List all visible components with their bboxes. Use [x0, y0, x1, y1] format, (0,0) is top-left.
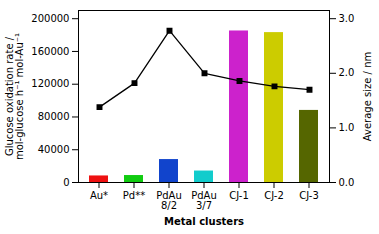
svg-text:Glucose oxidation rate /mol-gl: Glucose oxidation rate /mol-glucose h⁻¹ …: [4, 33, 25, 160]
svg-text:160000: 160000: [31, 46, 69, 57]
svg-text:Metal clusters: Metal clusters: [164, 216, 244, 227]
svg-text:0: 0: [63, 177, 69, 188]
svg-text:PdAu8/2: PdAu8/2: [156, 190, 182, 211]
svg-text:PdAu3/7: PdAu3/7: [191, 190, 217, 211]
svg-text:120000: 120000: [31, 78, 69, 89]
svg-text:3.0: 3.0: [339, 13, 355, 24]
svg-text:Pd**: Pd**: [123, 190, 145, 201]
svg-text:CJ-3: CJ-3: [299, 190, 319, 201]
svg-text:80000: 80000: [38, 111, 70, 122]
svg-text:Au*: Au*: [90, 190, 108, 201]
svg-text:40000: 40000: [38, 144, 70, 155]
svg-text:0.0: 0.0: [339, 177, 355, 188]
svg-text:200000: 200000: [31, 13, 69, 24]
svg-text:2.0: 2.0: [339, 67, 355, 78]
svg-text:1.0: 1.0: [339, 122, 355, 133]
svg-text:CJ-1: CJ-1: [229, 190, 249, 201]
svg-text:CJ-2: CJ-2: [264, 190, 284, 201]
svg-text:Average size / nm: Average size / nm: [362, 52, 373, 141]
